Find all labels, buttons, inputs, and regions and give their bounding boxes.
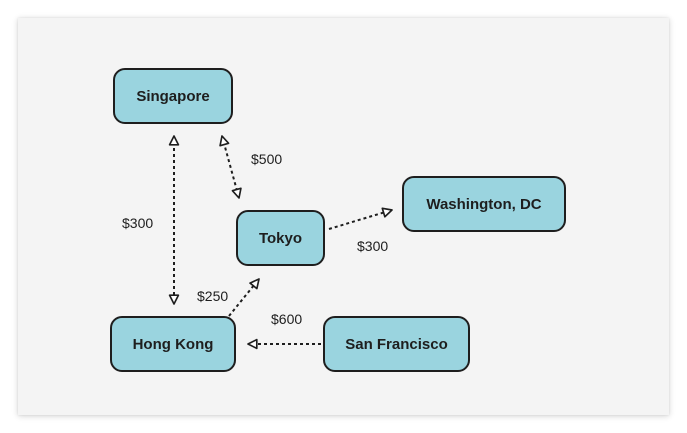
edge-label-singapore-tokyo: $500 [251,151,283,167]
edge-hongkong-tokyo [228,278,260,317]
node-tokyo[interactable]: Tokyo [236,210,325,266]
edge-label-sanfrancisco-hongkong: $600 [271,311,303,327]
node-san-francisco[interactable]: San Francisco [323,316,470,372]
node-hong-kong[interactable]: Hong Kong [110,316,236,372]
edge-singapore-tokyo [219,135,242,199]
edge-label-tokyo-washington: $300 [357,238,389,254]
edge-label-hongkong-tokyo: $250 [197,288,229,304]
edge-label-singapore-hongkong: $300 [122,215,154,231]
node-singapore[interactable]: Singapore [113,68,233,124]
edge-tokyo-washington [328,207,393,230]
node-washington-dc[interactable]: Washington, DC [402,176,566,232]
